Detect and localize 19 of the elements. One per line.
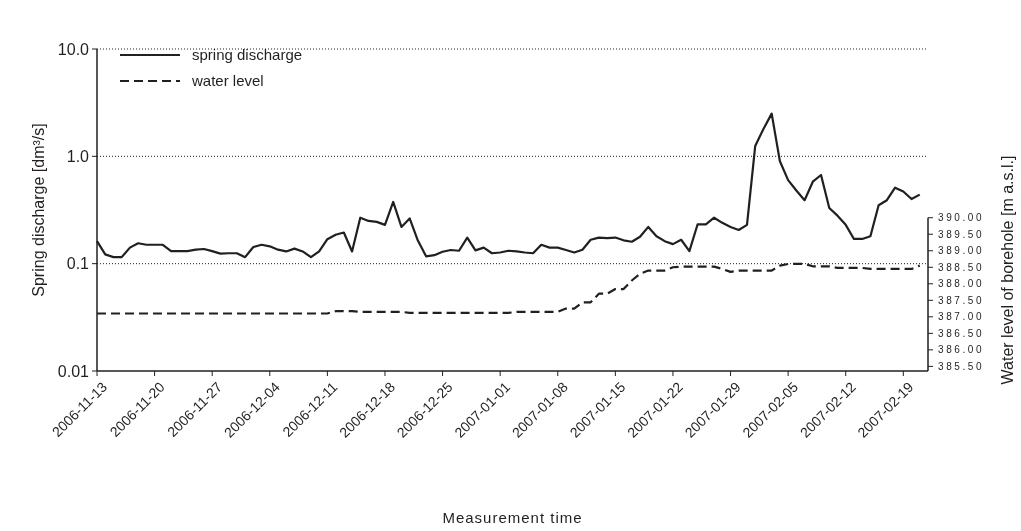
y-tick-label: 0.01 xyxy=(57,362,90,380)
y2-tick-label: 390.00 xyxy=(938,212,985,224)
y2-tick-label: 385.50 xyxy=(938,360,985,372)
x-axis-title: Measurement time xyxy=(442,509,583,526)
y2-tick-label: 388.50 xyxy=(938,261,985,273)
y-axis-title: Spring discharge [dm³/s] xyxy=(30,123,47,297)
y2-tick-label: 386.50 xyxy=(938,327,985,339)
y2-tick-label: 389.00 xyxy=(938,245,985,257)
y2-tick-label: 387.00 xyxy=(938,311,985,323)
y-tick-label: 10.0 xyxy=(57,40,90,58)
y2-tick-label: 386.00 xyxy=(938,344,985,356)
y2-tick-label: 387.50 xyxy=(938,294,985,306)
legend-label: water level xyxy=(191,72,264,90)
y2-tick-label: 389.50 xyxy=(938,228,985,240)
y2-tick-label: 388.00 xyxy=(938,278,985,290)
y2-axis-title: Water level of borehole [m a.s.l.] xyxy=(999,155,1016,385)
legend-label: spring discharge xyxy=(192,46,303,64)
y-tick-label: 0.1 xyxy=(66,255,90,273)
y-tick-label: 1.0 xyxy=(66,147,90,165)
